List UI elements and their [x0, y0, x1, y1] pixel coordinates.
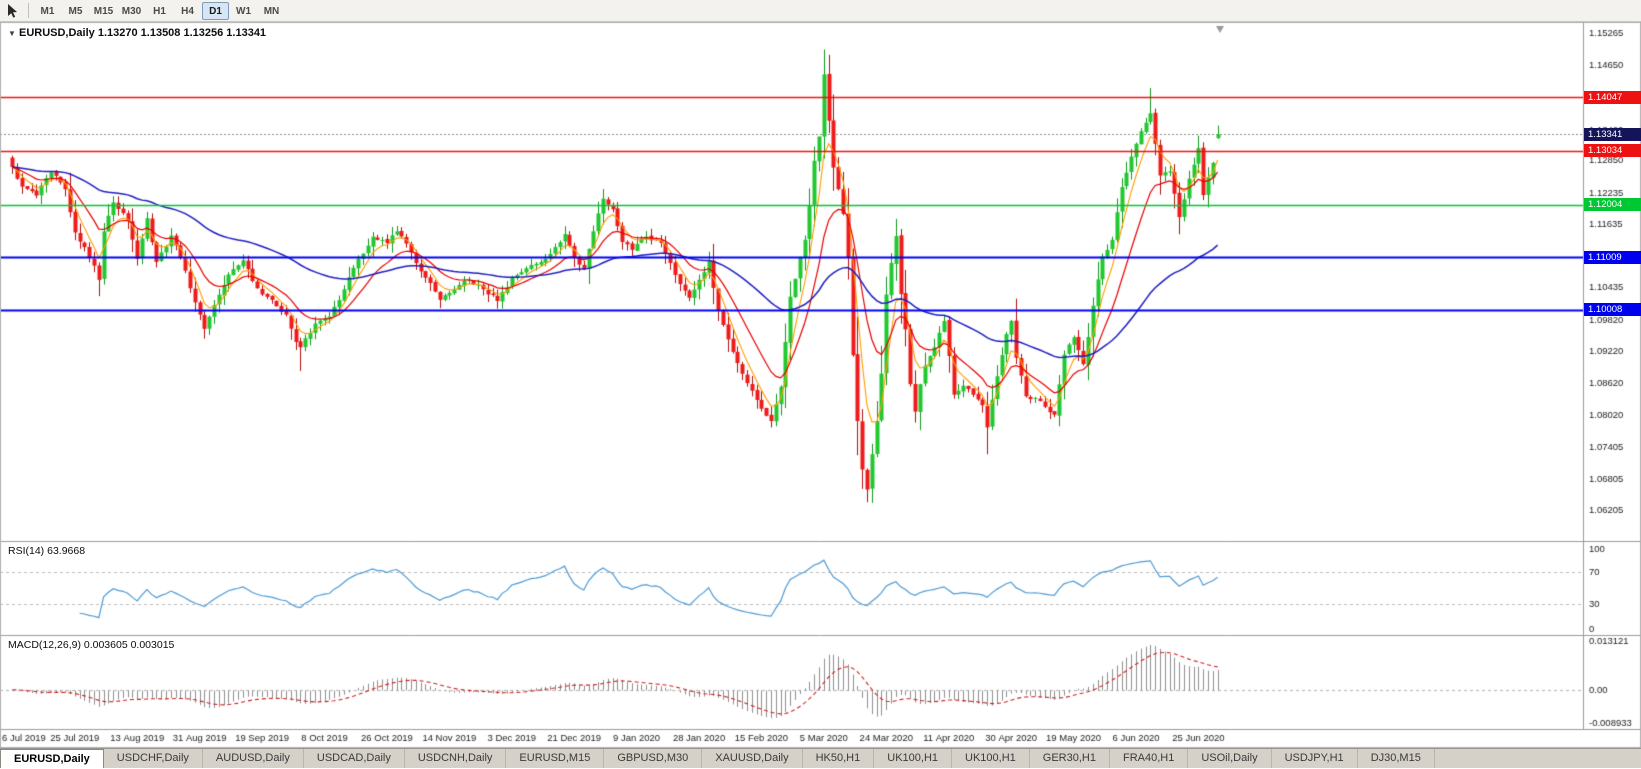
chart-tab-eurusd-m15[interactable]: EURUSD,M15: [506, 749, 605, 768]
chart-tab-uk100-h1[interactable]: UK100,H1: [952, 749, 1030, 768]
price-badge-1.14047[interactable]: 1.14047: [1584, 90, 1641, 104]
chart-tab-eurusd-daily[interactable]: EURUSD,Daily: [0, 749, 104, 768]
timeframe-button-h4[interactable]: H4: [181, 5, 194, 17]
price-badge-1.11009[interactable]: 1.11009: [1584, 250, 1641, 264]
chart-tab-usdcnh-daily[interactable]: USDCNH,Daily: [405, 749, 507, 768]
price-badge-1.10008[interactable]: 1.10008: [1584, 303, 1641, 317]
timeframe-button-m5[interactable]: M5: [68, 5, 83, 17]
timeframe-button-m15[interactable]: M15: [93, 5, 114, 17]
chart-tabbar: EURUSD,Daily USDCHF,Daily AUDUSD,Daily USDC…: [0, 748, 1641, 768]
chart-tab-audusd-daily[interactable]: AUDUSD,Daily: [203, 749, 304, 768]
chart-tab-hk50-h1[interactable]: HK50,H1: [803, 749, 875, 768]
timeframe-buttons: M1 M5 M15 M30 H1 H4 D1 W1 MN: [34, 1, 285, 20]
timeframe-button-m1[interactable]: M1: [40, 5, 55, 17]
chart-tab-fra40-h1[interactable]: FRA40,H1: [1110, 749, 1189, 768]
timeframes-toolbar: M1 M5 M15 M30 H1 H4 D1 W1 MN: [0, 0, 1641, 22]
chart-tab-uk100-h1[interactable]: UK100,H1: [874, 749, 953, 768]
chart-tab-dj30-m15[interactable]: DJ30,M15: [1358, 749, 1435, 768]
timeframe-button-w1[interactable]: W1: [236, 5, 251, 17]
chart-tab-usdchf-daily[interactable]: USDCHF,Daily: [104, 749, 203, 768]
chart-tab-gbpusd-m30[interactable]: GBPUSD,M30: [604, 749, 703, 768]
timeframe-button-d1[interactable]: D1: [202, 1, 229, 20]
price-badge-1.12004[interactable]: 1.12004: [1584, 198, 1641, 212]
toolbar-separator: [28, 3, 29, 18]
price-badge-1.13341[interactable]: 1.13341: [1584, 127, 1641, 141]
price-badge-1.13034[interactable]: 1.13034: [1584, 144, 1641, 158]
chart-tab-ger30-h1[interactable]: GER30,H1: [1030, 749, 1110, 768]
timeframe-button-mn[interactable]: MN: [263, 5, 280, 17]
timeframe-button-m30[interactable]: M30: [121, 5, 142, 17]
chart-tab-xauusd-daily[interactable]: XAUUSD,Daily: [702, 749, 803, 768]
chart-tab-usdcad-daily[interactable]: USDCAD,Daily: [304, 749, 405, 768]
chart-tab-usoil-daily[interactable]: USOil,Daily: [1188, 749, 1272, 768]
chart-tab-usdjpy-h1[interactable]: USDJPY,H1: [1272, 749, 1358, 768]
cursor-tool-icon[interactable]: [3, 2, 23, 20]
price-chart[interactable]: [0, 22, 1641, 748]
timeframe-button-h1[interactable]: H1: [153, 5, 166, 17]
